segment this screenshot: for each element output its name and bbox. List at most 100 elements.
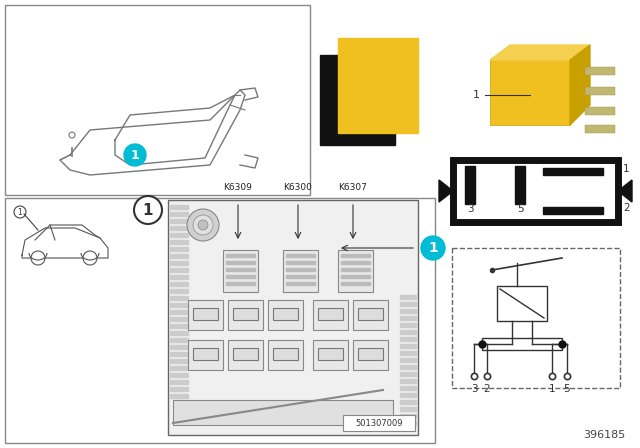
Bar: [233, 308, 258, 320]
Bar: [400, 358, 416, 362]
Circle shape: [193, 215, 213, 235]
Bar: [170, 359, 188, 363]
Bar: [170, 212, 188, 216]
Text: 1: 1: [143, 202, 153, 217]
Bar: [193, 348, 218, 360]
Bar: [170, 317, 188, 321]
Bar: [170, 240, 188, 244]
Bar: [283, 250, 318, 292]
Circle shape: [14, 206, 26, 218]
Bar: [193, 308, 218, 320]
Bar: [170, 205, 188, 209]
Bar: [226, 268, 255, 271]
Bar: [268, 300, 303, 330]
Bar: [400, 344, 416, 348]
Bar: [170, 366, 188, 370]
Circle shape: [31, 251, 45, 265]
Text: 5: 5: [516, 204, 524, 214]
Bar: [358, 348, 383, 360]
Bar: [170, 345, 188, 349]
Bar: [585, 107, 615, 115]
Bar: [400, 365, 416, 369]
Text: K6309: K6309: [223, 183, 252, 192]
Bar: [338, 250, 373, 292]
Bar: [400, 323, 416, 327]
Bar: [585, 125, 615, 133]
Text: 1: 1: [428, 241, 438, 255]
Bar: [268, 340, 303, 370]
Bar: [341, 275, 370, 278]
Circle shape: [198, 220, 208, 230]
Bar: [400, 337, 416, 341]
Bar: [318, 308, 343, 320]
Bar: [173, 400, 393, 425]
Bar: [400, 386, 416, 390]
Bar: [170, 303, 188, 307]
Bar: [286, 282, 315, 285]
Bar: [313, 340, 348, 370]
Bar: [228, 300, 263, 330]
Bar: [400, 302, 416, 306]
Bar: [170, 219, 188, 223]
Bar: [318, 348, 343, 360]
Text: 1: 1: [548, 384, 556, 394]
Circle shape: [124, 144, 146, 166]
Polygon shape: [618, 180, 632, 202]
Circle shape: [187, 209, 219, 241]
Bar: [341, 268, 370, 271]
Bar: [226, 275, 255, 278]
Bar: [286, 261, 315, 264]
Bar: [585, 87, 615, 95]
Text: 1: 1: [473, 90, 480, 100]
Bar: [497, 286, 547, 321]
Text: 2: 2: [623, 203, 630, 213]
Bar: [482, 338, 562, 350]
Text: 1: 1: [131, 148, 140, 161]
Bar: [170, 394, 188, 398]
Circle shape: [134, 196, 162, 224]
Bar: [343, 415, 415, 431]
Bar: [170, 352, 188, 356]
Bar: [338, 38, 418, 133]
Bar: [226, 254, 255, 257]
Bar: [170, 296, 188, 300]
Circle shape: [83, 251, 97, 265]
Bar: [228, 340, 263, 370]
Bar: [223, 250, 258, 292]
Bar: [273, 348, 298, 360]
Circle shape: [69, 132, 75, 138]
Bar: [5, 198, 435, 443]
Circle shape: [421, 236, 445, 260]
Bar: [515, 166, 525, 204]
Text: 3: 3: [470, 384, 477, 394]
Text: 501307009: 501307009: [355, 418, 403, 427]
Bar: [170, 254, 188, 258]
Bar: [453, 160, 618, 222]
Bar: [233, 348, 258, 360]
Bar: [188, 300, 223, 330]
Bar: [286, 254, 315, 257]
Bar: [5, 5, 310, 195]
Text: 5: 5: [564, 384, 570, 394]
Bar: [170, 338, 188, 342]
Bar: [400, 414, 416, 418]
Bar: [286, 268, 315, 271]
Bar: [170, 324, 188, 328]
Bar: [543, 168, 603, 175]
Bar: [400, 309, 416, 313]
Bar: [400, 351, 416, 355]
Polygon shape: [490, 45, 590, 60]
Bar: [170, 380, 188, 384]
Polygon shape: [439, 180, 453, 202]
Bar: [400, 407, 416, 411]
Bar: [358, 308, 383, 320]
Bar: [170, 261, 188, 265]
Bar: [226, 282, 255, 285]
Bar: [170, 275, 188, 279]
Bar: [313, 300, 348, 330]
Bar: [543, 207, 603, 214]
Bar: [170, 268, 188, 272]
Bar: [226, 261, 255, 264]
Bar: [452, 248, 620, 388]
Bar: [320, 55, 395, 145]
